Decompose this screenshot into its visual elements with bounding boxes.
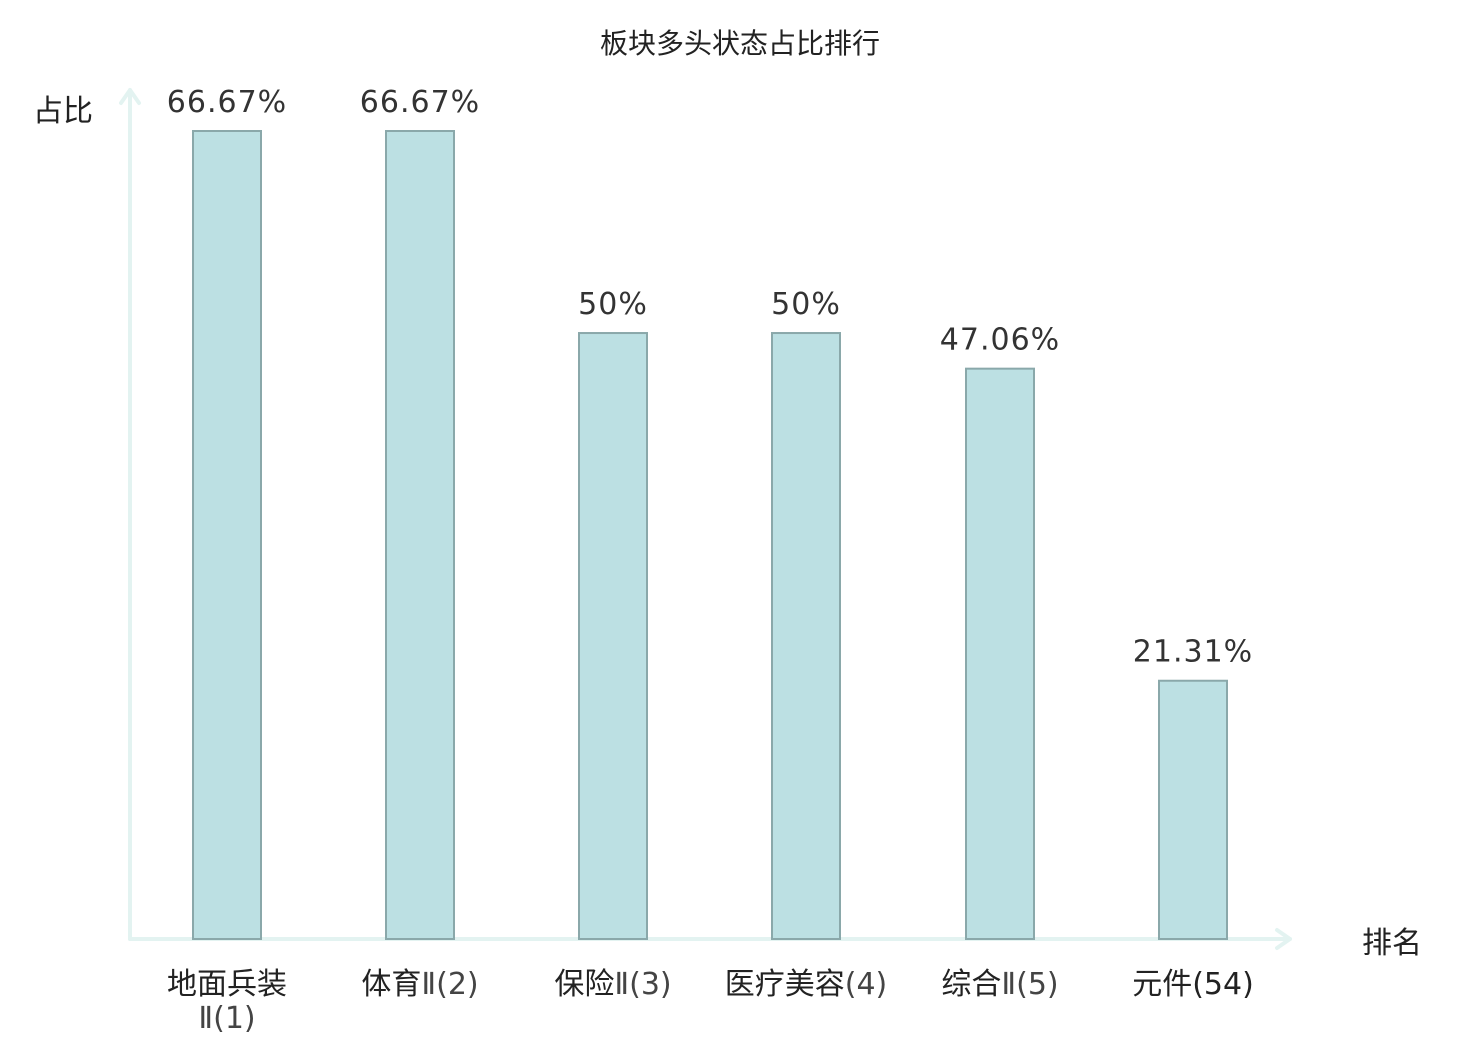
- data-label: 50%: [578, 287, 648, 322]
- x-axis-arrow: [1275, 928, 1292, 950]
- tick-label: 综合Ⅱ(5): [941, 967, 1058, 1002]
- tick-label: 元件(54): [1132, 967, 1254, 1002]
- data-label: 50%: [771, 287, 841, 322]
- data-label: 66.67%: [167, 85, 287, 120]
- y-axis-label: 占比: [33, 94, 93, 129]
- tick-label: 医疗美容(4): [725, 967, 888, 1002]
- bar: [1158, 679, 1228, 940]
- tick-label: 地面兵装 Ⅱ(1): [167, 967, 287, 1036]
- category-labels-group: 地面兵装 Ⅱ(1) 体育Ⅱ(2) 保险Ⅱ(3) 医疗美容(4) 综合Ⅱ(5) 元件(54): [167, 967, 1254, 1036]
- bar: [385, 130, 455, 940]
- data-label: 66.67%: [360, 85, 480, 120]
- value-labels-group: 66.67% 66.67% 50% 50% 47.06% 21.31%: [167, 85, 1253, 670]
- data-label: 47.06%: [940, 323, 1060, 358]
- chart-title: 板块多头状态占比排行: [600, 27, 880, 60]
- x-axis-label: 排名: [1362, 926, 1422, 961]
- bar: [771, 332, 841, 941]
- bar: [965, 367, 1035, 940]
- y-axis-arrow: [119, 88, 141, 105]
- bars-group: [192, 130, 1228, 941]
- data-label: 21.31%: [1133, 635, 1253, 670]
- bar: [578, 332, 648, 941]
- tick-label: 体育Ⅱ(2): [361, 967, 478, 1002]
- bar: [192, 130, 262, 940]
- axes: [119, 88, 1292, 950]
- tick-label: 保险Ⅱ(3): [554, 967, 671, 1002]
